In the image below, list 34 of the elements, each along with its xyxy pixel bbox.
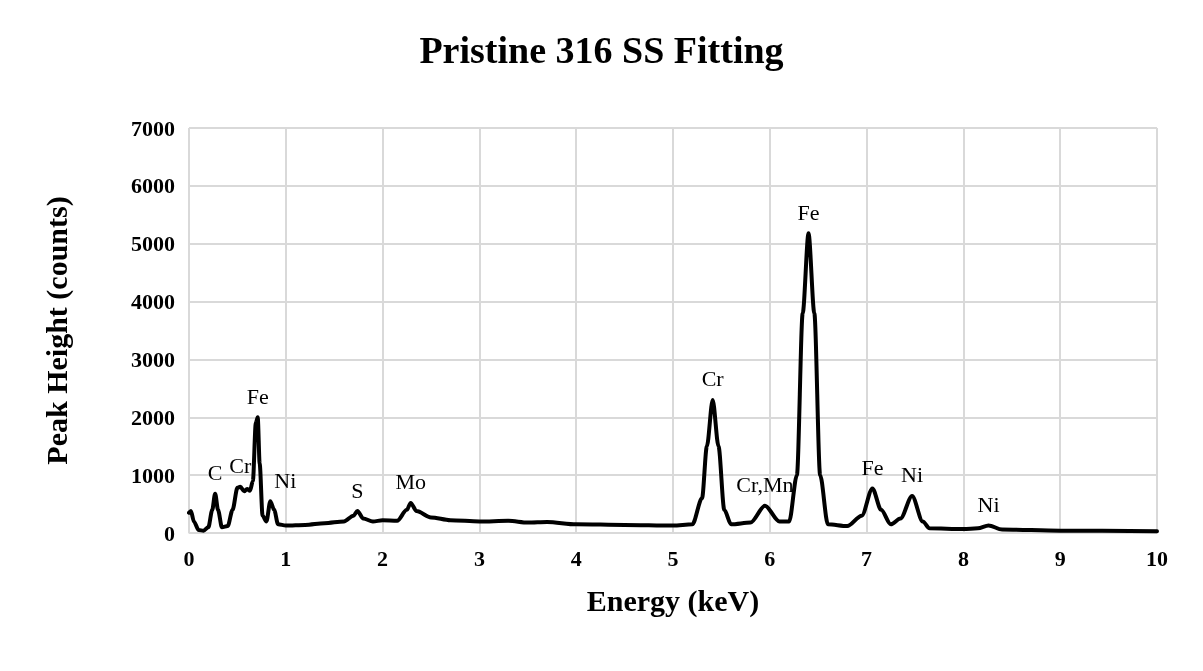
annotation: Ni (274, 467, 297, 493)
x-tick-label: 6 (764, 545, 776, 571)
annotation: Fe (797, 199, 820, 225)
annotation: Ni (977, 491, 1000, 517)
x-tick-label: 8 (957, 545, 969, 571)
annotation: C (207, 460, 223, 486)
x-tick-label: 9 (1054, 545, 1066, 571)
annotation: Cr (229, 453, 252, 479)
annotation: Ni (901, 462, 924, 488)
x-tick-label: 2 (377, 545, 389, 571)
annotation: S (351, 477, 364, 503)
y-tick-label: 4000 (131, 289, 175, 315)
y-tick-label: 0 (164, 520, 175, 546)
y-axis-title: Peak Height (counts) (39, 196, 74, 465)
annotation: Fe (861, 454, 884, 480)
y-tick-label: 3000 (131, 346, 175, 372)
y-tick-label: 2000 (131, 404, 175, 430)
x-tick-label: 3 (473, 545, 485, 571)
chart-title: Pristine 316 SS Fitting (419, 29, 784, 71)
x-tick-label: 7 (861, 545, 873, 571)
x-tick-label: 0 (183, 545, 195, 571)
y-tick-label: 6000 (131, 173, 175, 199)
x-tick-label: 5 (667, 545, 679, 571)
x-axis-title: Energy (keV) (586, 583, 760, 618)
x-tick-label: 10 (1146, 545, 1168, 571)
annotation: Fe (246, 383, 269, 409)
y-tick-label: 1000 (131, 462, 175, 488)
annotation: Mo (395, 469, 426, 495)
x-tick-label: 4 (570, 545, 582, 571)
annotation: Cr (701, 366, 725, 392)
annotation: Cr,Mn (736, 472, 794, 498)
y-tick-label: 5000 (131, 231, 175, 257)
x-tick-label: 1 (280, 545, 292, 571)
y-tick-label: 7000 (131, 115, 175, 141)
